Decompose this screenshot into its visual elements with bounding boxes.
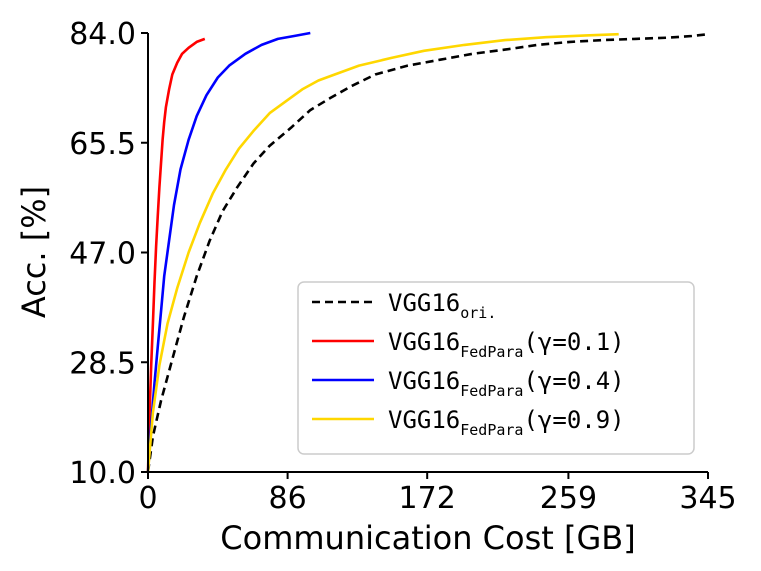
y-tick-label: 65.5	[69, 127, 136, 162]
series-line-3	[146, 32, 619, 473]
x-tick-label: 0	[138, 481, 157, 516]
x-axis-title: Communication Cost [GB]	[220, 519, 635, 557]
x-tick-label: 345	[679, 481, 736, 516]
series-line-1	[146, 37, 206, 473]
y-tick-label: 47.0	[69, 237, 136, 272]
x-ticks: 0 86 172 259 345	[138, 472, 737, 516]
legend-label-0: VGG16ori.	[388, 289, 496, 322]
plot-lines	[146, 31, 709, 473]
x-tick-label: 259	[540, 481, 597, 516]
y-tick-label: 10.0	[69, 456, 136, 491]
series-line-2	[146, 31, 311, 473]
y-tick-label: 28.5	[69, 346, 136, 381]
series-line-0	[146, 32, 709, 473]
legend: VGG16ori. VGG16FedPara(γ=0.1) VGG16FedPara…	[297, 281, 695, 455]
y-tick-label: 84.0	[69, 17, 136, 52]
y-ticks: 10.0 28.5 47.0 65.5 84.0	[69, 17, 148, 491]
legend-frame	[297, 281, 695, 455]
legend-label-3: VGG16FedPara(γ=0.9)	[388, 406, 625, 439]
y-axis-title: Acc. [%]	[15, 186, 53, 318]
x-tick-label: 172	[399, 481, 456, 516]
legend-label-1: VGG16FedPara(γ=0.1)	[388, 328, 625, 361]
legend-label-2: VGG16FedPara(γ=0.4)	[388, 367, 625, 400]
x-tick-label: 86	[269, 481, 307, 516]
